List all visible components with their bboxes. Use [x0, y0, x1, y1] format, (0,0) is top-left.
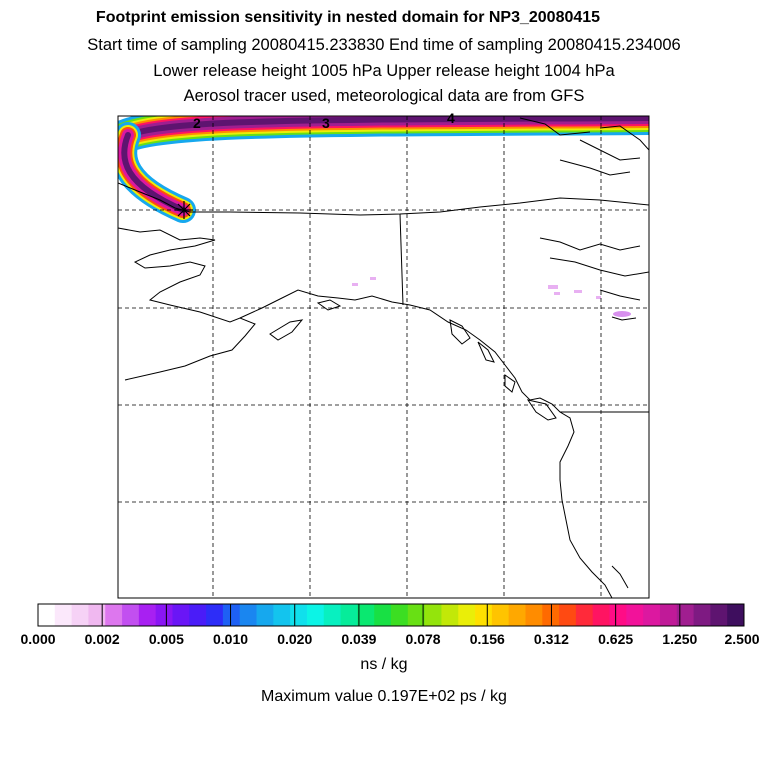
colorbar-unit: ns / kg — [360, 656, 408, 673]
colorbar-swatch — [256, 604, 274, 626]
maximum-value: Maximum value 0.197E+02 ps / kg — [261, 688, 507, 705]
grid-label-2: 2 — [193, 115, 201, 131]
colorbar-swatch — [559, 604, 577, 626]
colorbar-swatch — [609, 604, 627, 626]
colorbar-swatch — [172, 604, 190, 626]
colorbar-swatch — [138, 604, 157, 626]
colorbar-swatch — [306, 604, 325, 626]
colorbar-swatch — [105, 604, 123, 626]
colorbar-swatch — [374, 604, 392, 626]
colorbar-swatch — [391, 604, 409, 626]
colorbar-swatch — [273, 604, 291, 626]
colorbar-swatch — [357, 604, 375, 626]
colorbar-swatch — [122, 604, 140, 626]
colorbar-swatch — [71, 604, 89, 626]
sampling-times: Start time of sampling 20080415.233830 E… — [87, 36, 681, 54]
main-title: Footprint emission sensitivity in nested… — [95, 9, 601, 26]
colorbar-swatch — [592, 604, 610, 626]
colorbar-swatch — [323, 604, 341, 626]
colorbar-tick-label: 0.039 — [341, 631, 377, 647]
colorbar-swatch — [290, 604, 308, 626]
coastlines — [118, 117, 649, 598]
colorbar-swatch — [626, 604, 644, 626]
colorbar-tick-label: 2.500 — [724, 631, 760, 647]
colorbar-tick-label: 0.312 — [533, 631, 569, 647]
colorbar-swatch — [239, 604, 257, 626]
release-heights: Lower release height 1005 hPa Upper rele… — [153, 62, 615, 80]
colorbar-swatch — [340, 604, 358, 626]
footprint-plume — [118, 116, 649, 223]
colorbar-swatch — [222, 604, 241, 626]
colorbar-swatch — [508, 604, 526, 626]
colorbar-swatch — [189, 604, 207, 626]
map-frame — [117, 115, 650, 599]
map-grid — [118, 116, 649, 598]
tracer-info: Aerosol tracer used, meteorological data… — [183, 87, 585, 105]
sensitivity-patches — [352, 277, 631, 317]
colorbar-swatch — [441, 604, 459, 626]
colorbar-tick-label: 0.010 — [213, 631, 249, 647]
grid-label-3: 3 — [322, 115, 330, 131]
colorbar-swatch — [676, 604, 694, 626]
colorbar-swatch — [727, 604, 745, 626]
map-content — [118, 116, 649, 598]
colorbar-swatch — [542, 604, 560, 626]
colorbar-swatch — [38, 604, 56, 626]
colorbar-swatch — [475, 604, 493, 626]
colorbar-swatch — [710, 604, 728, 626]
colorbar-tick-label: 0.156 — [469, 631, 505, 647]
colorbar-tick-label: 0.005 — [148, 631, 184, 647]
colorbar-swatch — [206, 604, 224, 626]
colorbar-tick-label: 0.625 — [598, 631, 634, 647]
colorbar-swatch — [54, 604, 73, 626]
colorbar-swatch — [643, 604, 661, 626]
colorbar-tick-label: 0.078 — [405, 631, 441, 647]
colorbar-tick-label: 0.002 — [84, 631, 120, 647]
star-icon — [175, 201, 193, 219]
colorbar-swatch — [693, 604, 711, 626]
colorbar-swatch — [458, 604, 476, 626]
colorbar-swatch — [491, 604, 510, 626]
colorbar-swatch — [155, 604, 173, 626]
colorbar-swatch — [525, 604, 543, 626]
grid-label-4: 4 — [447, 110, 455, 126]
colorbar-swatch — [575, 604, 594, 626]
colorbar-tick-label: 1.250 — [662, 631, 698, 647]
colorbar-swatch — [659, 604, 678, 626]
colorbar-swatch — [424, 604, 442, 626]
colorbar-tick-label: 0.020 — [277, 631, 313, 647]
colorbar-tick-label: 0.000 — [20, 631, 56, 647]
colorbar-swatch — [88, 604, 106, 626]
colorbar-frame — [37, 603, 745, 627]
colorbar-swatch — [407, 604, 426, 626]
colorbar — [37, 603, 745, 627]
